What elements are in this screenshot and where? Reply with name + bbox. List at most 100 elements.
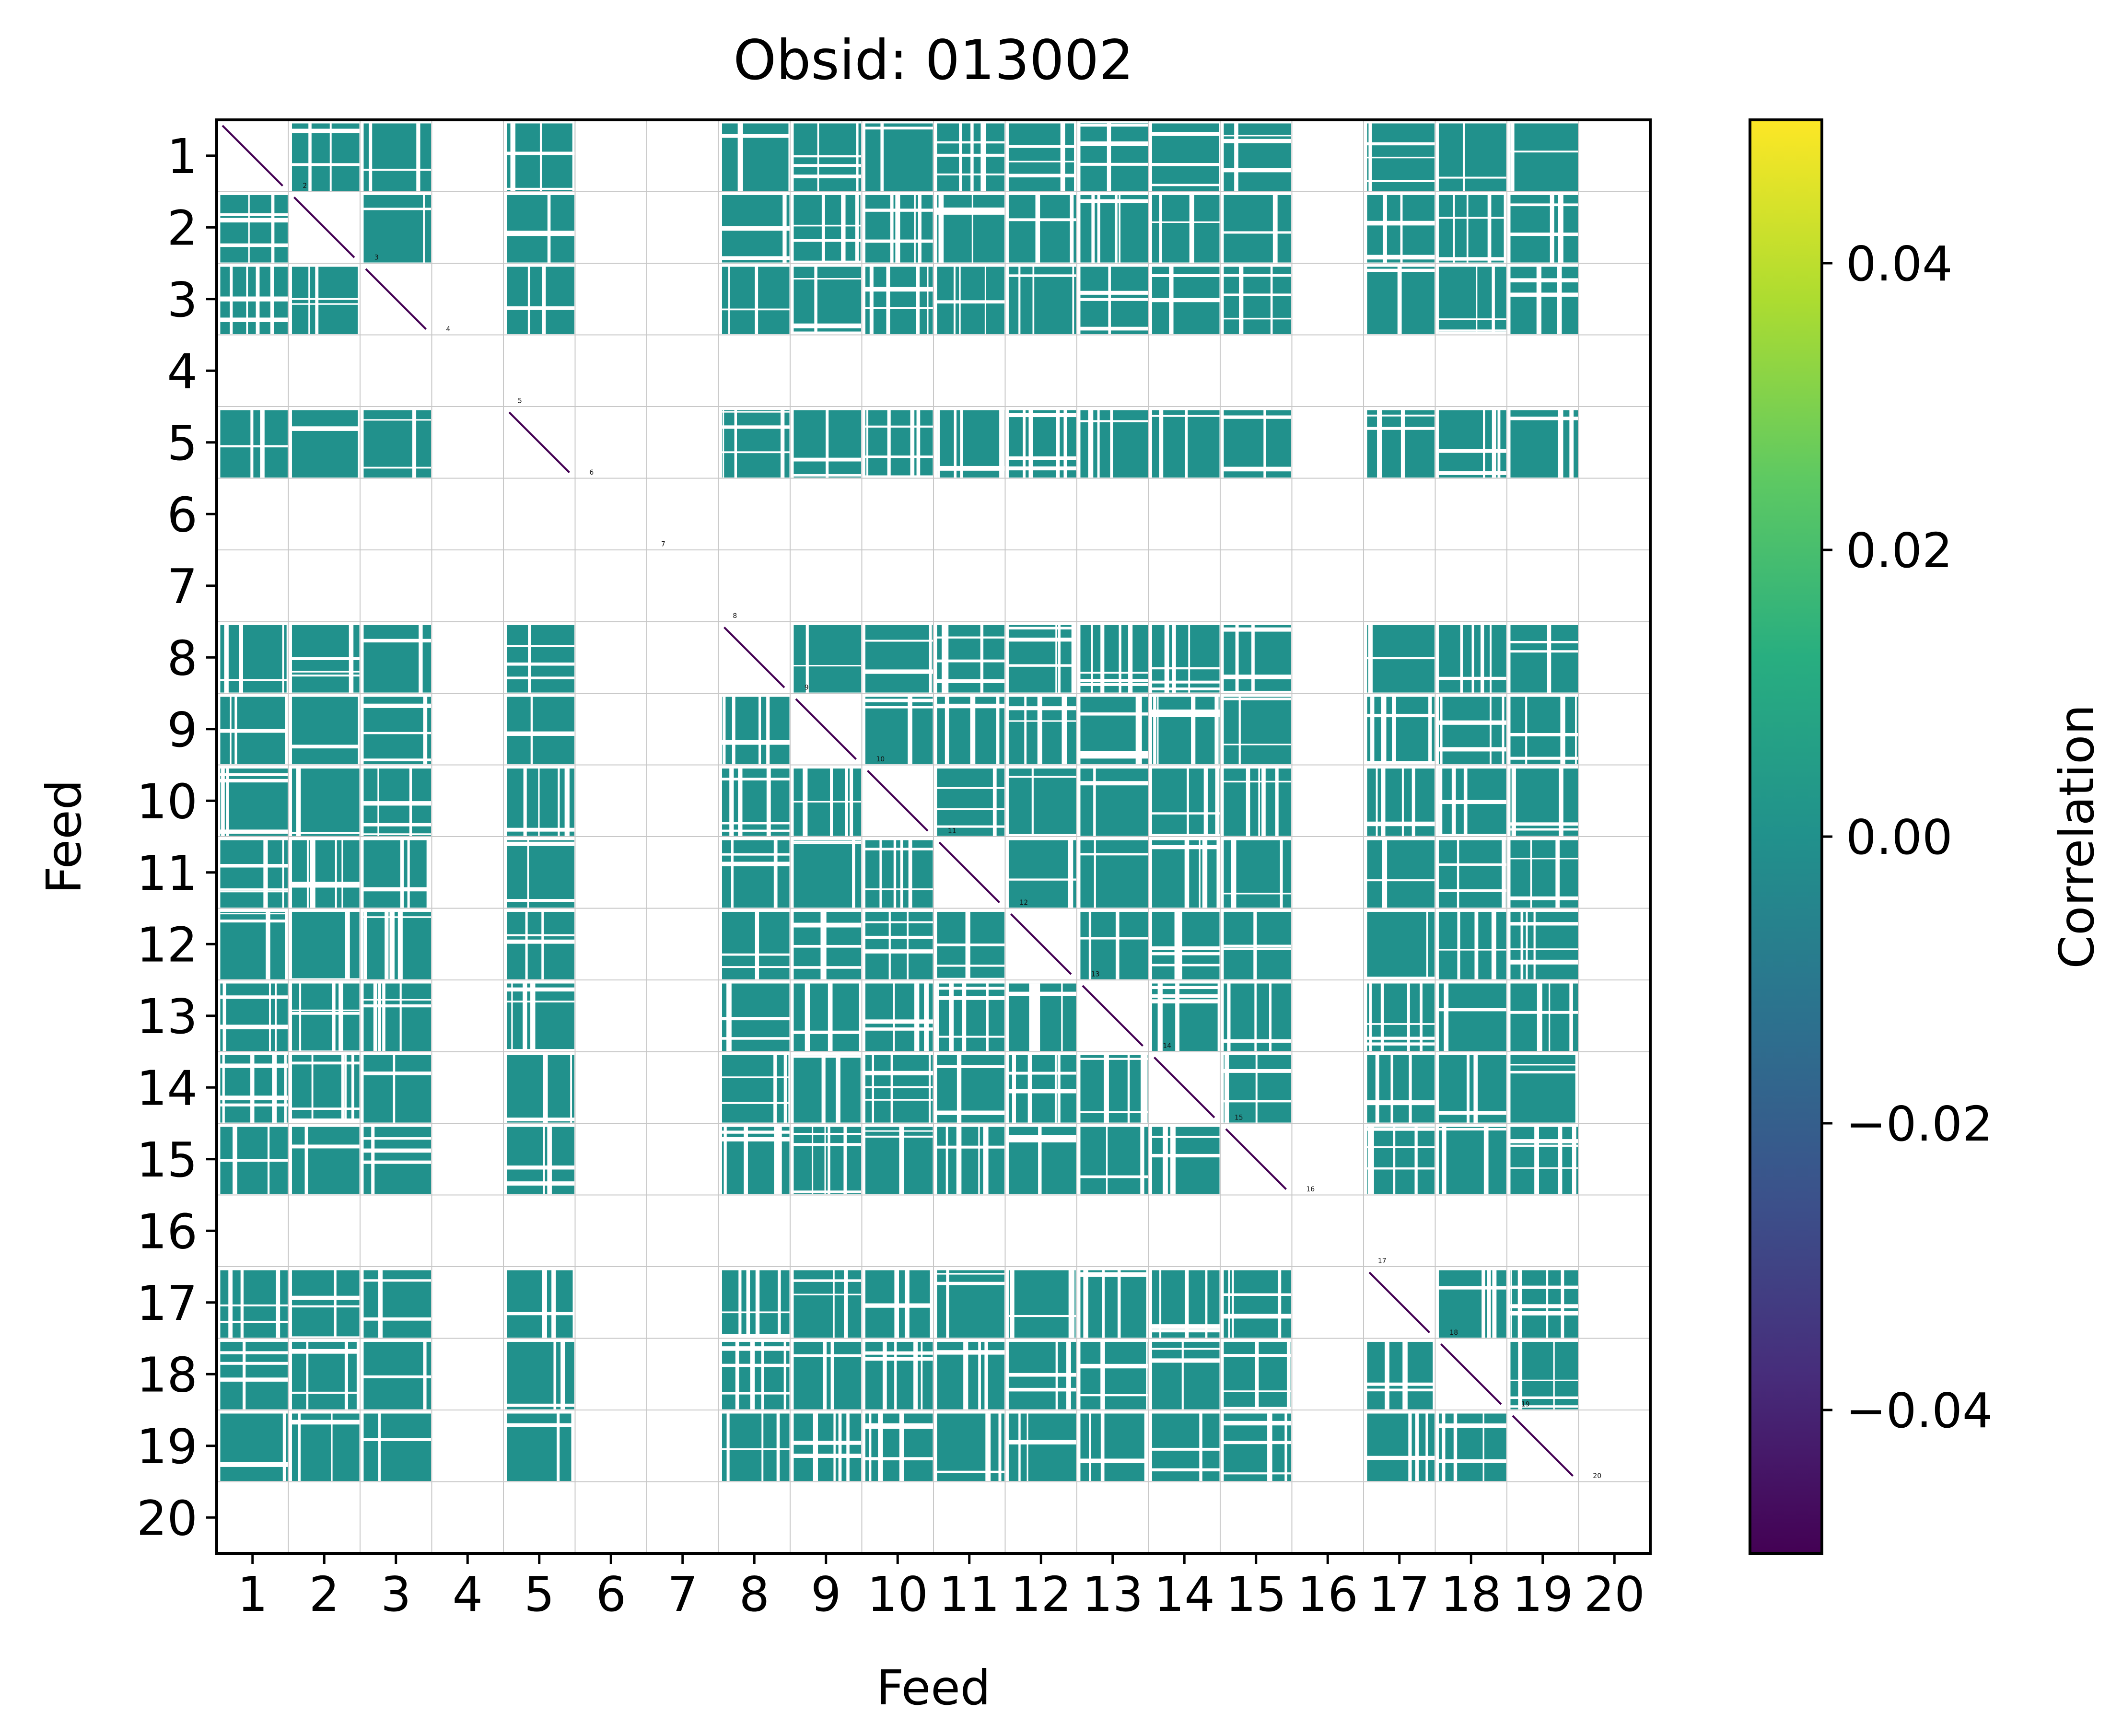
heatmap-cell bbox=[507, 625, 575, 693]
heatmap-cell bbox=[363, 1055, 432, 1123]
heatmap-cell bbox=[220, 410, 288, 478]
masked-channel-stripes bbox=[722, 768, 790, 836]
heatmap-cell bbox=[1510, 267, 1578, 335]
masked-channel-stripes bbox=[793, 983, 862, 1051]
masked-channel-stripes bbox=[1367, 983, 1435, 1051]
y-tick-label: 1 bbox=[167, 128, 198, 185]
masked-channel-stripes bbox=[1080, 911, 1148, 979]
heatmap-cell bbox=[865, 840, 933, 908]
diagonal-autocorr-line bbox=[1512, 1415, 1574, 1477]
masked-channel-stripes bbox=[1438, 697, 1506, 765]
masked-channel-stripes bbox=[865, 1341, 933, 1410]
masked-channel-stripes bbox=[220, 1341, 288, 1410]
diagonal-feed-label: 10 bbox=[876, 756, 885, 763]
masked-channel-stripes bbox=[363, 840, 432, 908]
heatmap-cell bbox=[722, 1341, 790, 1410]
colorbar-tick-label: −0.02 bbox=[1846, 1096, 1993, 1152]
y-tick-label: 20 bbox=[137, 1490, 198, 1546]
masked-channel-stripes bbox=[1008, 410, 1076, 478]
heatmap-cell bbox=[507, 768, 575, 836]
diagonal-feed-label: 3 bbox=[374, 254, 379, 262]
x-tick-label: 14 bbox=[1154, 1566, 1215, 1622]
masked-channel-stripes bbox=[1152, 267, 1220, 335]
masked-channel-stripes bbox=[1224, 1270, 1292, 1338]
heatmap-cell bbox=[1438, 840, 1506, 908]
masked-channel-stripes bbox=[507, 267, 575, 335]
masked-channel-stripes bbox=[220, 1127, 288, 1195]
heatmap-cell bbox=[1367, 1341, 1435, 1410]
heatmap-cell bbox=[1008, 195, 1076, 263]
heatmap-cell bbox=[865, 983, 933, 1051]
y-tick-label: 2 bbox=[167, 200, 198, 256]
colorbar-tick-label: −0.04 bbox=[1846, 1383, 1993, 1439]
masked-channel-stripes bbox=[1510, 625, 1578, 693]
masked-channel-stripes bbox=[1008, 768, 1076, 837]
heatmap-cell bbox=[220, 768, 288, 836]
y-tick-label: 10 bbox=[137, 773, 198, 829]
heatmap-cell bbox=[363, 195, 432, 263]
diagonal-autocorr-line bbox=[222, 125, 283, 186]
masked-channel-stripes bbox=[1152, 195, 1220, 263]
heatmap-cell bbox=[292, 697, 360, 765]
heatmap-cell bbox=[1367, 911, 1435, 979]
heatmap-cell bbox=[292, 1055, 360, 1123]
heatmap-cell bbox=[793, 1341, 862, 1410]
masked-channel-stripes bbox=[1008, 625, 1078, 693]
heatmap-cell bbox=[1510, 983, 1578, 1051]
x-axis: 1 2 3 4 5 6 7 8 9 10 11 12 13 14 15 16 17 18 19 20 bbox=[237, 1553, 1645, 1622]
masked-channel-stripes bbox=[363, 768, 432, 836]
heatmap-cell bbox=[1224, 123, 1292, 191]
masked-channel-stripes bbox=[1224, 123, 1292, 191]
masked-channel-stripes bbox=[1080, 267, 1148, 335]
diagonal-feed-label: 9 bbox=[805, 684, 809, 692]
heatmap-cell bbox=[1224, 768, 1292, 836]
y-tick-label: 17 bbox=[137, 1275, 198, 1331]
heatmap-cell bbox=[507, 1270, 575, 1338]
diagonal-feed-label: 18 bbox=[1449, 1329, 1458, 1337]
masked-channel-stripes bbox=[1438, 840, 1506, 908]
colorbar-tick-label: 0.02 bbox=[1846, 523, 1953, 579]
masked-channel-stripes bbox=[507, 840, 575, 908]
heatmap-cell bbox=[722, 410, 790, 478]
masked-channel-stripes bbox=[1367, 768, 1435, 836]
masked-channel-stripes bbox=[220, 1270, 288, 1338]
masked-channel-stripes bbox=[363, 1055, 432, 1123]
heatmap-cell bbox=[1438, 195, 1506, 263]
masked-channel-stripes bbox=[865, 1413, 933, 1481]
masked-channel-stripes bbox=[793, 911, 862, 979]
masked-channel-stripes bbox=[1008, 1341, 1076, 1410]
heatmap-cell bbox=[1008, 123, 1076, 191]
masked-channel-stripes bbox=[1510, 911, 1578, 979]
heatmap-cell bbox=[507, 697, 575, 765]
heatmap-cell bbox=[793, 267, 862, 335]
heatmap-cell bbox=[1510, 768, 1578, 836]
y-tick-label: 9 bbox=[167, 702, 198, 758]
masked-channel-stripes bbox=[1080, 195, 1148, 263]
heatmap-cell bbox=[220, 625, 288, 693]
masked-channel-stripes bbox=[507, 625, 575, 693]
x-tick-label: 5 bbox=[524, 1566, 555, 1622]
masked-channel-stripes bbox=[1080, 625, 1148, 693]
diagonal-autocorr-line bbox=[1440, 1343, 1502, 1405]
diagonal-feed-label: 6 bbox=[589, 469, 594, 477]
diagonal-autocorr-line bbox=[867, 770, 929, 832]
heatmap-cell bbox=[507, 840, 575, 908]
masked-channel-stripes bbox=[793, 195, 864, 264]
masked-channel-stripes bbox=[1008, 1413, 1076, 1481]
masked-channel-stripes bbox=[793, 1270, 862, 1338]
masked-channel-stripes bbox=[1224, 625, 1292, 693]
masked-channel-stripes bbox=[1152, 410, 1220, 478]
heatmap-cell bbox=[1152, 1341, 1220, 1410]
heatmap-cell bbox=[1080, 840, 1148, 908]
masked-channel-stripes bbox=[937, 1055, 1005, 1123]
masked-channel-stripes bbox=[1224, 840, 1292, 908]
diagonal-autocorr-line bbox=[723, 627, 785, 688]
masked-channel-stripes bbox=[937, 1127, 1005, 1195]
masked-channel-stripes bbox=[292, 1413, 360, 1481]
masked-channel-stripes bbox=[1152, 625, 1220, 693]
masked-channel-stripes bbox=[1008, 267, 1076, 335]
masked-channel-stripes bbox=[722, 911, 790, 979]
masked-channel-stripes bbox=[1152, 840, 1222, 908]
masked-channel-stripes bbox=[722, 1127, 790, 1195]
